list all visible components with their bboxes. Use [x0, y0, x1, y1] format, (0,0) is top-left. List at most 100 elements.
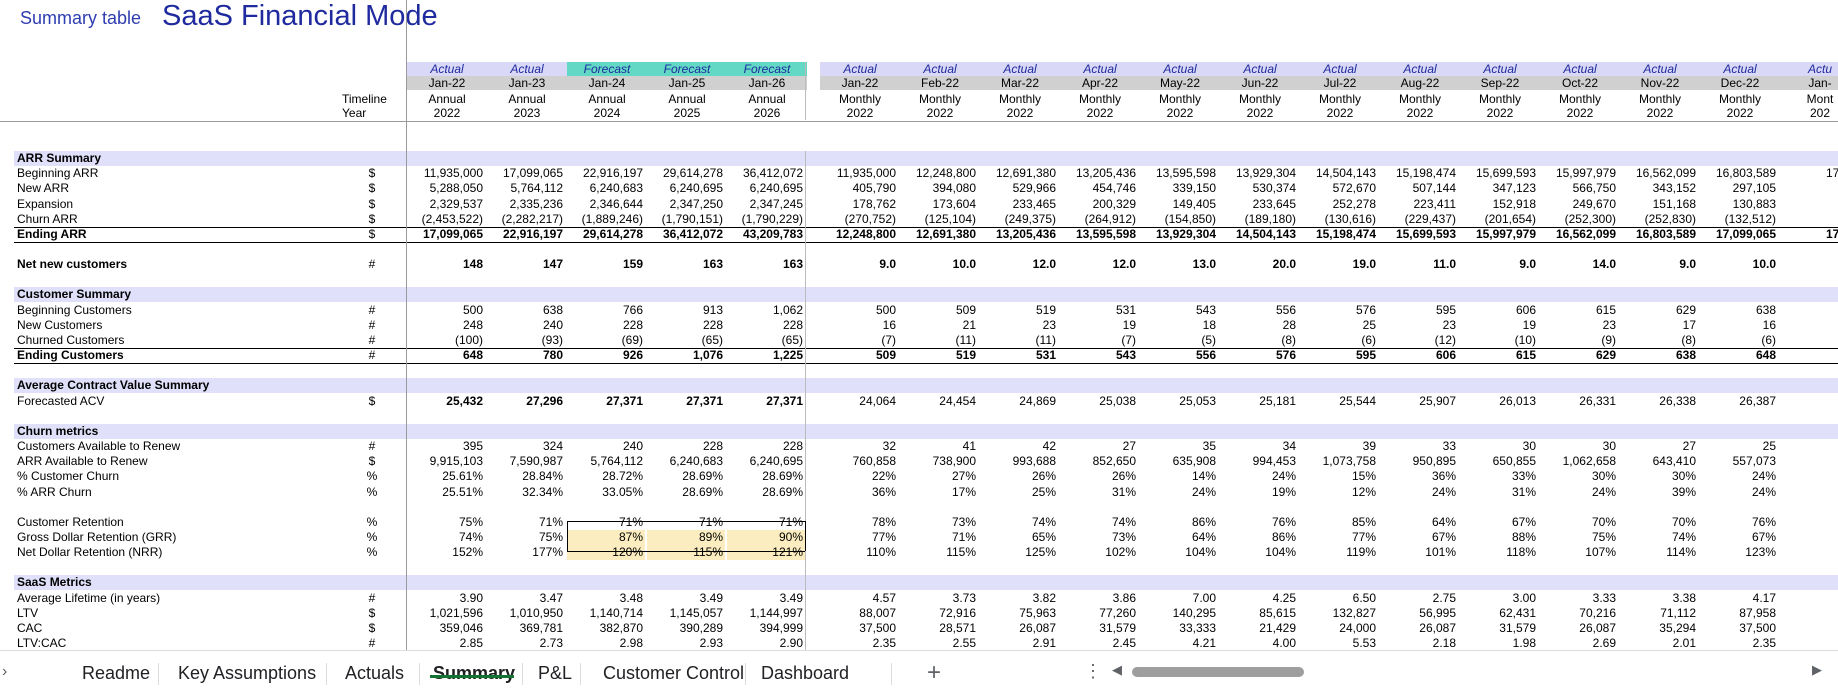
- table-cell[interactable]: 28.69%: [762, 469, 803, 484]
- table-cell[interactable]: 1,021,596: [429, 605, 483, 620]
- table-cell[interactable]: 2.18: [1432, 636, 1456, 650]
- table-cell[interactable]: 249,670: [1572, 196, 1616, 211]
- arrow-right-icon[interactable]: ▶: [1812, 662, 1822, 677]
- table-cell[interactable]: 13.0: [1192, 257, 1216, 272]
- table-cell[interactable]: 25,432: [446, 393, 483, 408]
- table-cell[interactable]: 13,595,598: [1075, 227, 1136, 241]
- table-cell[interactable]: 6.50: [1352, 590, 1376, 605]
- table-cell[interactable]: 12.0: [1112, 257, 1136, 272]
- table-cell[interactable]: 13,929,304: [1155, 227, 1216, 241]
- table-cell[interactable]: 2.91: [1032, 636, 1056, 650]
- table-cell[interactable]: (1,790,151): [661, 211, 723, 226]
- table-cell[interactable]: 26,087: [1419, 621, 1456, 635]
- table-cell[interactable]: 228: [622, 317, 643, 332]
- table-cell[interactable]: 163: [782, 257, 803, 272]
- table-cell[interactable]: 36,412,072: [742, 166, 803, 181]
- table-cell[interactable]: 14.0: [1592, 257, 1616, 272]
- table-cell[interactable]: 104%: [1185, 545, 1216, 560]
- table-cell[interactable]: 33.05%: [602, 484, 643, 499]
- table-cell[interactable]: 71%: [567, 515, 645, 530]
- table-cell[interactable]: 14,504,143: [1315, 166, 1376, 181]
- table-cell[interactable]: (5): [1201, 333, 1216, 347]
- table-cell[interactable]: 37,500: [1739, 621, 1776, 635]
- table-cell[interactable]: 32: [882, 439, 896, 453]
- table-cell[interactable]: 394,999: [759, 621, 803, 635]
- table-cell[interactable]: 852,650: [1092, 454, 1136, 469]
- table-cell[interactable]: 343,152: [1652, 181, 1696, 196]
- table-cell[interactable]: 72,916: [939, 605, 976, 620]
- table-cell[interactable]: 297,105: [1732, 181, 1776, 196]
- table-cell[interactable]: 152%: [452, 545, 483, 560]
- table-cell[interactable]: 11.0: [1433, 257, 1456, 272]
- table-cell[interactable]: (11): [1035, 333, 1056, 347]
- table-cell[interactable]: 163: [702, 257, 723, 272]
- table-cell[interactable]: 26%: [1111, 469, 1136, 484]
- table-cell[interactable]: 90%: [727, 530, 805, 545]
- table-cell[interactable]: 1.98: [1512, 636, 1536, 650]
- table-cell[interactable]: 382,870: [599, 621, 643, 635]
- table-cell[interactable]: 22,916,197: [502, 227, 563, 241]
- table-cell[interactable]: 629: [1595, 348, 1616, 363]
- table-cell[interactable]: 15%: [1351, 469, 1376, 484]
- table-cell[interactable]: 28: [1282, 317, 1296, 332]
- table-cell[interactable]: 635,908: [1172, 454, 1216, 469]
- table-cell[interactable]: 30%: [1671, 469, 1696, 484]
- table-cell[interactable]: 114%: [1666, 545, 1696, 560]
- table-cell[interactable]: 556: [1195, 348, 1216, 363]
- table-cell[interactable]: 3.48: [619, 590, 643, 605]
- table-cell[interactable]: 85%: [1351, 514, 1376, 529]
- table-cell[interactable]: 228: [702, 439, 723, 453]
- table-cell[interactable]: 74%: [1111, 514, 1136, 529]
- table-cell[interactable]: 1,062,658: [1562, 454, 1616, 469]
- table-cell[interactable]: (10): [1514, 333, 1536, 347]
- table-cell[interactable]: (132,512): [1724, 211, 1776, 226]
- table-cell[interactable]: 200,329: [1092, 196, 1136, 211]
- table-cell[interactable]: 3.73: [952, 590, 976, 605]
- table-cell[interactable]: 70%: [1591, 514, 1616, 529]
- table-cell[interactable]: 1,073,758: [1322, 454, 1376, 469]
- table-cell[interactable]: 43: [1780, 181, 1838, 196]
- table-cell[interactable]: 75,963: [1019, 605, 1056, 620]
- table-cell[interactable]: 67%: [1431, 530, 1456, 544]
- table-cell[interactable]: 75%: [458, 514, 483, 529]
- table-cell[interactable]: 78%: [871, 514, 896, 529]
- table-cell[interactable]: 9.0: [879, 257, 896, 272]
- table-cell[interactable]: 2.55: [952, 636, 976, 650]
- table-cell[interactable]: (1,790,229): [741, 211, 803, 226]
- table-cell[interactable]: 5.53: [1352, 636, 1376, 650]
- table-cell[interactable]: 2: [1780, 394, 1838, 409]
- table-cell[interactable]: 67%: [1511, 514, 1536, 529]
- table-cell[interactable]: 65%: [1031, 530, 1056, 544]
- table-cell[interactable]: 28.69%: [682, 469, 723, 484]
- table-cell[interactable]: 151,168: [1652, 196, 1696, 211]
- table-cell[interactable]: 1,144,997: [749, 605, 803, 620]
- table-cell[interactable]: 25%: [1031, 484, 1056, 499]
- table-cell[interactable]: (65): [701, 333, 723, 347]
- table-cell[interactable]: 240: [622, 439, 643, 453]
- table-cell[interactable]: 454,746: [1092, 181, 1136, 196]
- table-cell[interactable]: (270,752): [844, 211, 896, 226]
- table-cell[interactable]: 13,929,304: [1235, 166, 1296, 181]
- table-cell[interactable]: 347,123: [1492, 181, 1536, 196]
- table-cell[interactable]: 2.85: [459, 636, 483, 650]
- table-cell[interactable]: 509: [875, 348, 896, 363]
- table-cell[interactable]: (189,180): [1244, 211, 1296, 226]
- table-cell[interactable]: 3.90: [459, 590, 483, 605]
- table-cell[interactable]: 24,869: [1019, 393, 1056, 408]
- table-cell[interactable]: (201,654): [1484, 211, 1536, 226]
- table-cell[interactable]: 36%: [871, 484, 896, 499]
- table-cell[interactable]: 121%: [727, 545, 805, 561]
- table-cell[interactable]: 42: [1042, 439, 1056, 453]
- table-cell[interactable]: 27,371: [766, 393, 803, 408]
- table-cell[interactable]: 233,645: [1252, 196, 1296, 211]
- table-cell[interactable]: 595: [1435, 302, 1456, 317]
- table-cell[interactable]: 4.21: [1192, 636, 1216, 650]
- table-cell[interactable]: (154,850): [1164, 211, 1216, 226]
- table-cell[interactable]: 615: [1515, 348, 1536, 363]
- table-cell[interactable]: (8): [1281, 333, 1296, 347]
- table-cell[interactable]: 3.00: [1512, 590, 1536, 605]
- sheet-tab-actuals[interactable]: Actuals: [345, 663, 405, 683]
- table-cell[interactable]: 3.33: [1592, 590, 1616, 605]
- table-cell[interactable]: 39: [1362, 439, 1376, 453]
- table-cell[interactable]: 23: [1602, 317, 1616, 332]
